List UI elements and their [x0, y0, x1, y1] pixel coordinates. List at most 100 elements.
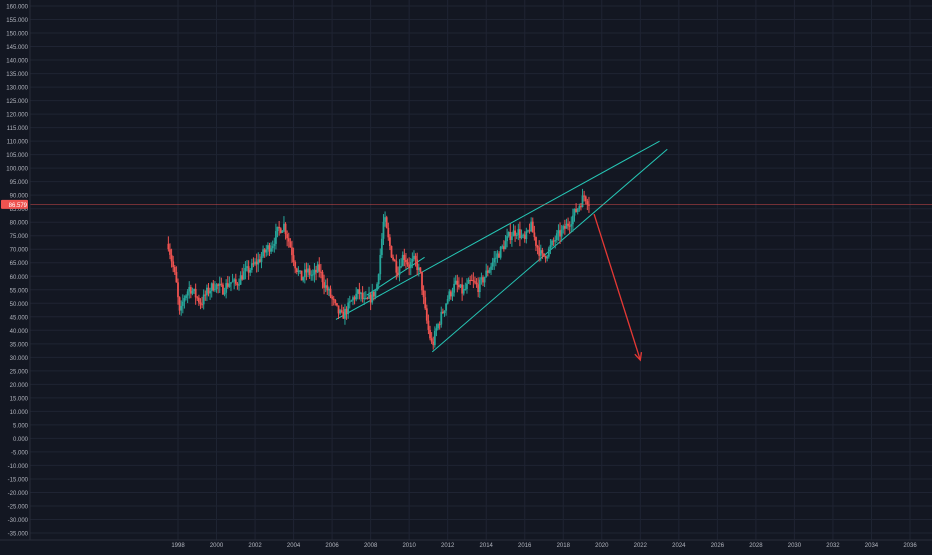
- candle-body: [281, 230, 284, 233]
- candle-body: [271, 245, 274, 249]
- candle-body: [185, 295, 187, 299]
- candle-body: [401, 254, 404, 267]
- candle-body: [186, 291, 189, 296]
- candle-body: [557, 230, 560, 234]
- y-tick-label: 65.000: [10, 261, 29, 267]
- candle-body: [384, 217, 386, 222]
- candle-body: [231, 281, 234, 283]
- candle-body: [371, 291, 374, 303]
- candle-body: [263, 249, 266, 253]
- candle-body: [445, 303, 447, 311]
- candle-body: [175, 271, 178, 283]
- candle-body: [483, 277, 486, 283]
- candle-body: [546, 256, 549, 259]
- candle-body: [385, 217, 388, 228]
- candle-body: [443, 310, 446, 314]
- candle-body: [170, 254, 173, 262]
- candle-body: [191, 291, 194, 294]
- candle-body: [563, 226, 566, 229]
- candle-body: [472, 280, 475, 282]
- y-axis[interactable]: 160.000 155.000 150.000 145.000 140.000 135.0…: [0, 0, 31, 550]
- candle-body: [228, 283, 231, 287]
- candle-body: [433, 330, 436, 346]
- candle-body: [464, 288, 467, 290]
- candle-body: [376, 284, 378, 291]
- x-tick-label: 2030: [788, 543, 802, 549]
- candle-body: [217, 284, 220, 286]
- candle-body: [368, 294, 370, 299]
- y-tick-label: 70.000: [10, 248, 29, 254]
- candle-body: [284, 223, 287, 235]
- y-tick-label: 95.000: [10, 180, 29, 186]
- y-tick-label: -15.000: [8, 477, 29, 483]
- x-axis[interactable]: 1998 2000 2002 2004 2006 2008 2010 2012 2014 2016…: [0, 539, 932, 550]
- candle-body: [204, 294, 207, 296]
- arrow-head[interactable]: [634, 352, 643, 362]
- candle-body: [519, 229, 521, 239]
- x-tick-label: 2026: [711, 543, 725, 549]
- candle-body: [551, 240, 553, 246]
- candle-body: [509, 231, 512, 241]
- candle-body: [528, 230, 531, 232]
- candle-body: [257, 259, 260, 265]
- candle-body: [446, 298, 449, 304]
- y-tick-label: 30.000: [10, 356, 29, 362]
- lower-channel-line[interactable]: [431, 148, 668, 353]
- candle-body: [435, 328, 438, 331]
- x-tick-label: 2032: [826, 543, 840, 549]
- candle-body: [266, 245, 269, 250]
- candle-body: [247, 266, 250, 273]
- candle-body: [499, 246, 502, 258]
- candle-body: [218, 283, 221, 286]
- candle-body: [502, 246, 505, 250]
- y-tick-label: 145.000: [6, 45, 28, 51]
- candle-body: [222, 284, 224, 295]
- candle-body: [535, 237, 537, 246]
- candle-body: [311, 274, 314, 276]
- y-tick-label: -20.000: [8, 491, 29, 497]
- candle-body: [302, 277, 305, 281]
- candle-body: [262, 249, 264, 257]
- y-tick-label: -10.000: [8, 464, 29, 470]
- candle-body: [575, 208, 578, 212]
- candle-body: [172, 261, 175, 268]
- candle-body: [352, 297, 354, 301]
- arrow-shaft[interactable]: [593, 213, 641, 361]
- candle-body: [380, 238, 383, 255]
- projection-arrow[interactable]: [593, 213, 643, 362]
- candle-body: [303, 269, 306, 278]
- upper-channel-line[interactable]: [335, 140, 660, 320]
- y-tick-label: 110.000: [7, 140, 29, 146]
- y-tick-label: 140.000: [6, 59, 28, 65]
- y-tick-label: 15.000: [10, 396, 29, 402]
- x-tick-label: 2000: [210, 543, 224, 549]
- candle-body: [583, 195, 586, 197]
- candle-body: [523, 234, 526, 239]
- candle-body: [493, 258, 496, 263]
- candle-body: [520, 235, 523, 239]
- candles: [167, 188, 590, 350]
- candle-body: [173, 267, 176, 272]
- y-tick-label: -35.000: [8, 532, 29, 538]
- current-price-label: 86.579: [1, 199, 28, 209]
- candle-body: [451, 292, 454, 297]
- candle-body: [205, 287, 208, 296]
- candle-body: [202, 294, 205, 305]
- candle-body: [459, 284, 462, 288]
- candle-body: [580, 206, 582, 208]
- candle-body: [169, 249, 171, 255]
- candle-body: [409, 262, 412, 269]
- candle-body: [475, 282, 478, 285]
- candle-body: [536, 245, 539, 248]
- candle-body: [571, 215, 574, 225]
- candle-body: [453, 283, 456, 293]
- candle-body: [586, 201, 589, 205]
- candle-body: [512, 230, 515, 237]
- candle-body: [324, 285, 327, 288]
- candle-body: [363, 298, 366, 300]
- candle-body: [421, 271, 423, 291]
- candle-body: [178, 297, 181, 311]
- candle-body: [395, 261, 398, 273]
